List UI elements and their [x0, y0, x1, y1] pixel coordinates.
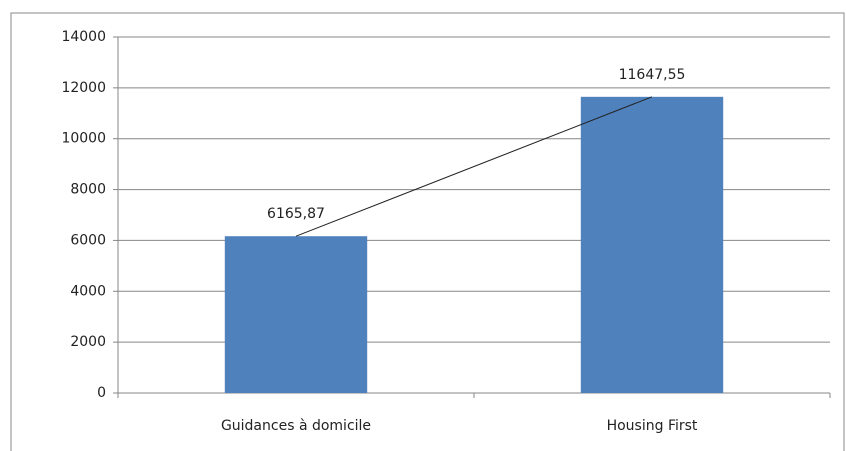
value-label: 6165,87 [267, 206, 325, 222]
x-tick-label: Guidances à domicile [221, 418, 371, 434]
y-tick-label: 14000 [61, 29, 106, 45]
y-tick-label: 0 [97, 385, 106, 401]
y-tick-label: 2000 [70, 334, 106, 350]
y-tick-label: 4000 [70, 283, 106, 299]
value-label: 11647,55 [619, 67, 686, 83]
x-tick-label: Housing First [607, 418, 698, 434]
y-tick-label: 8000 [70, 182, 106, 198]
y-tick-label: 6000 [70, 232, 106, 248]
y-tick-label: 10000 [61, 131, 106, 147]
chart-frame [10, 12, 845, 451]
trend-line [295, 96, 653, 237]
bar [224, 236, 368, 393]
y-tick-label: 12000 [61, 80, 106, 96]
bar [580, 96, 724, 393]
